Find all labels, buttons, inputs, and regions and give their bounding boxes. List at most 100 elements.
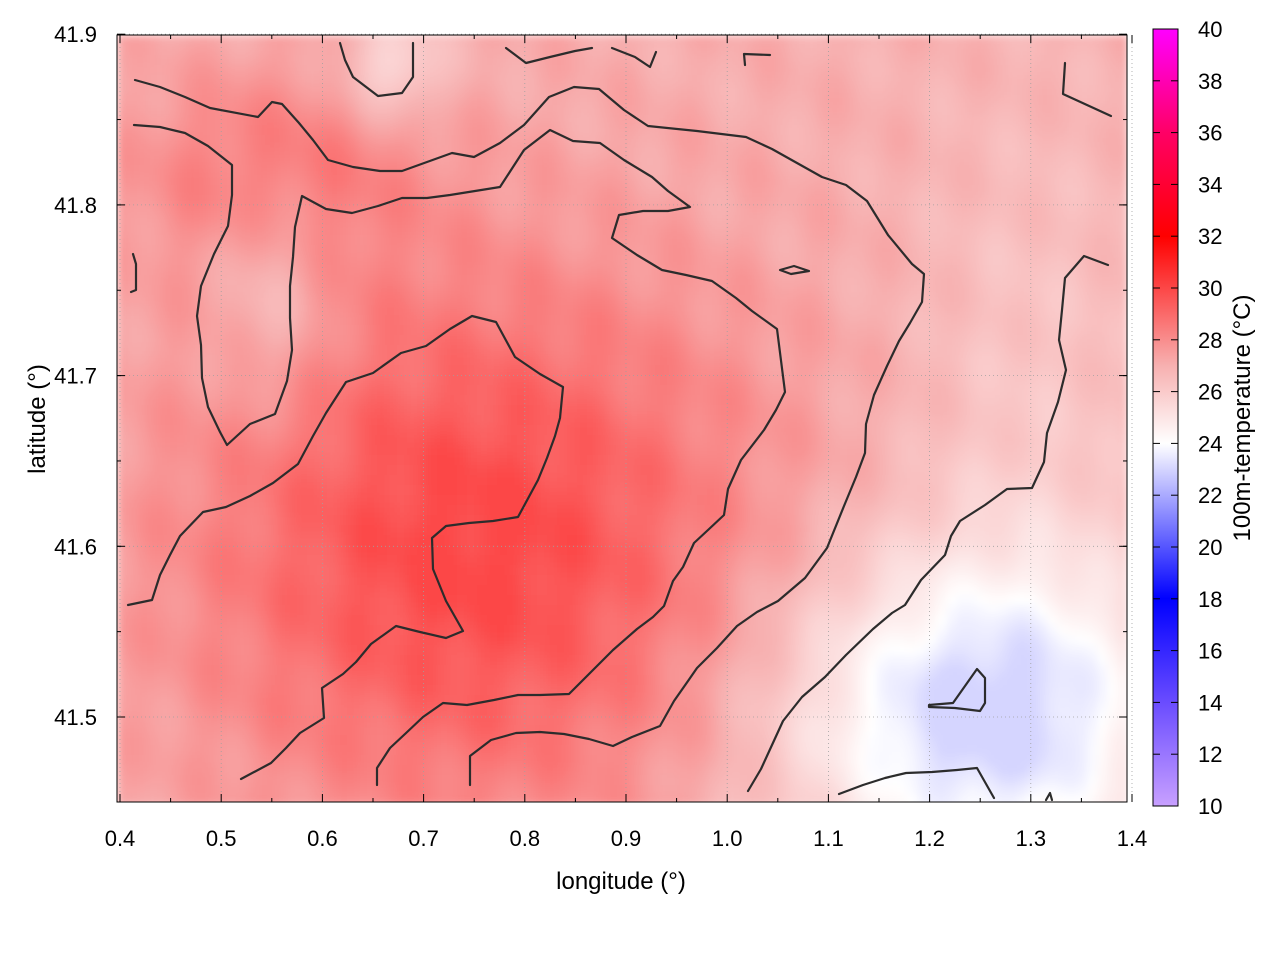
heatmap-cell xyxy=(137,95,148,106)
heatmap-cell xyxy=(147,305,158,316)
heatmap-cell xyxy=(1077,285,1088,296)
heatmap-cell xyxy=(937,165,948,176)
heatmap-cell xyxy=(707,295,718,306)
heatmap-cell xyxy=(807,365,818,376)
heatmap-cell xyxy=(997,85,1008,96)
heatmap-cell xyxy=(987,265,998,276)
heatmap-cell xyxy=(147,75,158,86)
heatmap-cell xyxy=(927,55,938,66)
heatmap-cell xyxy=(727,265,738,276)
heatmap-cell xyxy=(567,275,578,286)
heatmap-cell xyxy=(617,95,628,106)
heatmap-cell xyxy=(1097,375,1108,386)
heatmap-cell xyxy=(637,505,648,516)
heatmap-cell xyxy=(247,155,258,166)
heatmap-cell xyxy=(1007,375,1018,386)
heatmap-cell xyxy=(257,525,268,536)
heatmap-cell xyxy=(467,395,478,406)
heatmap-cell xyxy=(757,515,768,526)
heatmap-cell xyxy=(787,395,798,406)
heatmap-cell xyxy=(947,335,958,346)
heatmap-cell xyxy=(487,385,498,396)
heatmap-cell xyxy=(997,355,1008,366)
heatmap-cell xyxy=(417,355,428,366)
heatmap-cell xyxy=(137,475,148,486)
heatmap-cell xyxy=(597,195,608,206)
heatmap-cell xyxy=(1037,455,1048,466)
heatmap-cell xyxy=(897,365,908,376)
heatmap-cell xyxy=(897,255,908,266)
heatmap-cell xyxy=(437,95,448,106)
heatmap-cell xyxy=(517,325,528,336)
heatmap-cell xyxy=(127,495,138,506)
heatmap-cell xyxy=(647,455,658,466)
heatmap-cell xyxy=(717,325,728,336)
heatmap-cell xyxy=(417,305,428,316)
heatmap-cell xyxy=(147,275,158,286)
heatmap-cell xyxy=(517,155,528,166)
heatmap-cell xyxy=(247,145,258,156)
heatmap-cell xyxy=(287,155,298,166)
heatmap-cell xyxy=(237,525,248,536)
heatmap-cell xyxy=(487,35,498,46)
heatmap-cell xyxy=(697,75,708,86)
heatmap-cell xyxy=(847,175,858,186)
heatmap-cell xyxy=(897,135,908,146)
heatmap-cell xyxy=(1087,515,1098,526)
heatmap-cell xyxy=(677,75,688,86)
heatmap-cell xyxy=(1037,195,1048,206)
heatmap-cell xyxy=(257,85,268,96)
heatmap-cell xyxy=(537,475,548,486)
heatmap-cell xyxy=(497,285,508,296)
heatmap-cell xyxy=(507,125,518,136)
heatmap-cell xyxy=(437,165,448,176)
heatmap-cell xyxy=(157,75,168,86)
heatmap-cell xyxy=(357,165,368,176)
heatmap-cell xyxy=(237,395,248,406)
heatmap-cell xyxy=(1077,295,1088,306)
heatmap-cell xyxy=(987,115,998,126)
heatmap-cell xyxy=(1047,455,1058,466)
heatmap-cell xyxy=(817,75,828,86)
heatmap-cell xyxy=(707,495,718,506)
heatmap-cell xyxy=(557,225,568,236)
heatmap-cell xyxy=(1057,445,1068,456)
heatmap-cell xyxy=(987,65,998,76)
heatmap-cell xyxy=(547,525,558,536)
heatmap-cell xyxy=(997,75,1008,86)
heatmap-cell xyxy=(127,45,138,56)
heatmap-cell xyxy=(1027,335,1038,346)
heatmap-cell xyxy=(537,125,548,136)
heatmap-cell xyxy=(777,55,788,66)
heatmap-cell xyxy=(667,255,678,266)
heatmap-cell xyxy=(557,185,568,196)
heatmap-cell xyxy=(817,265,828,276)
heatmap-cell xyxy=(237,345,248,356)
heatmap-cell xyxy=(507,325,518,336)
heatmap-cell xyxy=(587,485,598,496)
heatmap-cell xyxy=(797,355,808,366)
heatmap-cell xyxy=(807,315,818,326)
heatmap-cell xyxy=(287,475,298,486)
heatmap-cell xyxy=(457,255,468,266)
heatmap-cell xyxy=(417,425,428,436)
heatmap-cell xyxy=(1117,325,1127,336)
heatmap-cell xyxy=(237,75,248,86)
heatmap-cell xyxy=(1107,195,1118,206)
heatmap-cell xyxy=(797,475,808,486)
heatmap-cell xyxy=(917,135,928,146)
heatmap-cell xyxy=(777,335,788,346)
heatmap-cell xyxy=(897,455,908,466)
heatmap-cell xyxy=(347,255,358,266)
heatmap-cell xyxy=(817,45,828,56)
heatmap-cell xyxy=(867,135,878,146)
heatmap-cell xyxy=(707,395,718,406)
heatmap-cell xyxy=(1007,35,1018,46)
heatmap-cell xyxy=(747,95,758,106)
heatmap-cell xyxy=(807,85,818,96)
heatmap-cell xyxy=(867,495,878,506)
heatmap-cell xyxy=(757,195,768,206)
heatmap-cell xyxy=(757,145,768,156)
heatmap-cell xyxy=(967,445,978,456)
heatmap-cell xyxy=(917,85,928,96)
